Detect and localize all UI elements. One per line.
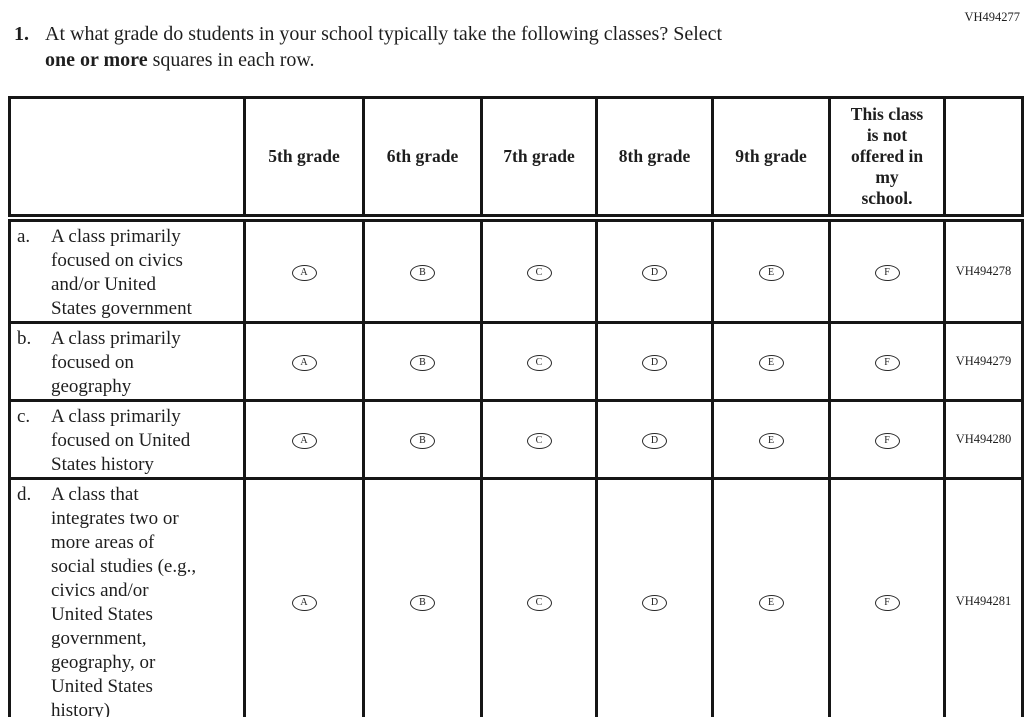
- question-accession-code: VH494277: [964, 10, 1020, 24]
- header-6th-grade: 6th grade: [362, 96, 483, 222]
- row-d-cell-9th: E: [711, 476, 831, 717]
- row-c-cell-9th: E: [711, 398, 831, 480]
- row-d-cell-7th: C: [480, 476, 598, 717]
- option-bubble-c-B[interactable]: B: [410, 432, 435, 449]
- table-row-c: c. A class primarily focused on United S…: [8, 398, 1024, 480]
- row-d-cell-not-offered: F: [828, 476, 946, 717]
- row-c-stem: c. A class primarily focused on United S…: [8, 398, 246, 480]
- row-b-cell-7th: C: [480, 320, 598, 402]
- row-b-cell-6th: B: [362, 320, 483, 402]
- row-d-cell-8th: D: [595, 476, 714, 717]
- header-8th-grade: 8th grade: [595, 96, 714, 222]
- table-row-d: d. A class that integrates two or more a…: [8, 476, 1024, 717]
- option-bubble-a-B[interactable]: B: [410, 264, 435, 281]
- row-c-label: A class primarily focused on United Stat…: [51, 405, 191, 475]
- option-bubble-c-C[interactable]: C: [526, 432, 552, 449]
- option-bubble-c-D[interactable]: D: [642, 432, 667, 449]
- row-a-letter: a.: [17, 225, 31, 247]
- option-bubble-a-D[interactable]: D: [642, 264, 667, 281]
- option-bubble-c-F[interactable]: F: [874, 432, 900, 449]
- row-d-letter: d.: [17, 483, 32, 505]
- grade-selection-table: 5th grade 6th grade 7th grade 8th grade …: [8, 96, 1024, 717]
- option-bubble-b-A[interactable]: A: [291, 354, 317, 371]
- row-d-cell-6th: B: [362, 476, 483, 717]
- row-d-label: A class that integrates two or more area…: [51, 483, 197, 717]
- row-b-letter: b.: [17, 327, 32, 349]
- option-bubble-d-F[interactable]: F: [874, 594, 900, 611]
- row-a-cell-not-offered: F: [828, 216, 946, 324]
- option-bubble-a-C[interactable]: C: [526, 264, 552, 281]
- row-a-cell-5th: A: [243, 216, 365, 324]
- option-bubble-c-A[interactable]: A: [291, 432, 317, 449]
- row-a-cell-6th: B: [362, 216, 483, 324]
- option-bubble-b-E[interactable]: E: [758, 354, 784, 371]
- option-bubble-a-A[interactable]: A: [291, 264, 317, 281]
- row-d-stem: d. A class that integrates two or more a…: [8, 476, 246, 717]
- row-a-stem: a. A class primarily focused on civics a…: [8, 216, 246, 324]
- option-bubble-a-F[interactable]: F: [874, 264, 900, 281]
- option-bubble-d-B[interactable]: B: [410, 594, 435, 611]
- row-b-code: VH494279: [943, 320, 1024, 402]
- row-b-cell-9th: E: [711, 320, 831, 402]
- option-bubble-d-C[interactable]: C: [526, 594, 552, 611]
- header-not-offered: This class is not offered in my school.: [828, 96, 946, 222]
- question-text-line2: squares in each row.: [147, 49, 315, 71]
- row-b-cell-8th: D: [595, 320, 714, 402]
- row-a-cell-9th: E: [711, 216, 831, 324]
- row-c-letter: c.: [17, 405, 31, 427]
- row-b-cell-not-offered: F: [828, 320, 946, 402]
- option-bubble-d-E[interactable]: E: [758, 594, 784, 611]
- row-a-code: VH494278: [943, 216, 1024, 324]
- option-bubble-b-F[interactable]: F: [874, 354, 900, 371]
- row-a-cell-7th: C: [480, 216, 598, 324]
- header-9th-grade: 9th grade: [711, 96, 831, 222]
- option-bubble-b-B[interactable]: B: [410, 354, 435, 371]
- header-code-blank: [943, 96, 1024, 222]
- header-7th-grade: 7th grade: [480, 96, 598, 222]
- row-c-cell-6th: B: [362, 398, 483, 480]
- option-bubble-d-A[interactable]: A: [291, 594, 317, 611]
- row-b-cell-5th: A: [243, 320, 365, 402]
- header-row: 5th grade 6th grade 7th grade 8th grade …: [8, 96, 1024, 222]
- row-d-code: VH494281: [943, 476, 1024, 717]
- option-bubble-a-E[interactable]: E: [758, 264, 784, 281]
- question-text: At what grade do students in your school…: [45, 21, 722, 73]
- table-row-a: a. A class primarily focused on civics a…: [8, 216, 1024, 324]
- option-bubble-b-D[interactable]: D: [642, 354, 667, 371]
- table-row-b: b. A class primarily focused on geograph…: [8, 320, 1024, 402]
- row-c-cell-5th: A: [243, 398, 365, 480]
- row-c-cell-7th: C: [480, 398, 598, 480]
- row-d-cell-5th: A: [243, 476, 365, 717]
- option-bubble-c-E[interactable]: E: [758, 432, 784, 449]
- option-bubble-d-D[interactable]: D: [642, 594, 667, 611]
- header-5th-grade: 5th grade: [243, 96, 365, 222]
- row-a-cell-8th: D: [595, 216, 714, 324]
- row-c-cell-8th: D: [595, 398, 714, 480]
- header-blank: [8, 96, 246, 222]
- question-bold-phrase: one or more: [45, 49, 148, 71]
- row-a-label: A class primarily focused on civics and/…: [51, 225, 192, 319]
- row-b-stem: b. A class primarily focused on geograph…: [8, 320, 246, 402]
- question-stem: 1. At what grade do students in your sch…: [14, 21, 914, 73]
- question-text-line1: At what grade do students in your school…: [45, 23, 723, 45]
- row-c-code: VH494280: [943, 398, 1024, 480]
- row-c-cell-not-offered: F: [828, 398, 946, 480]
- row-b-label: A class primarily focused on geography: [51, 327, 181, 397]
- option-bubble-b-C[interactable]: C: [526, 354, 552, 371]
- question-number: 1.: [14, 23, 29, 45]
